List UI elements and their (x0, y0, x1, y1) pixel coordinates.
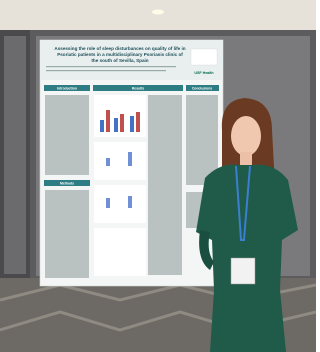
section-title: Results (132, 86, 144, 90)
ceiling (0, 0, 316, 30)
left-panel-inner (4, 36, 26, 274)
section-title: Methods (60, 181, 74, 185)
poster-title: the south of Sevilla, Spain (91, 58, 148, 63)
authors-line (46, 66, 176, 67)
poster-title: Psoriatic patients in a multidisciplinar… (57, 52, 183, 57)
poster-charts (94, 95, 146, 276)
section-title: Introduction (57, 86, 77, 90)
poster-title: Assessing the role of sleep disturbances… (54, 46, 185, 51)
qr-area (191, 49, 217, 65)
logo: USF Health (194, 71, 213, 75)
section-title: Conclusions (192, 86, 212, 90)
ceiling-light (152, 10, 164, 15)
photo: Assessing the role of sleep disturbances… (0, 0, 316, 352)
authors-line (46, 70, 166, 71)
